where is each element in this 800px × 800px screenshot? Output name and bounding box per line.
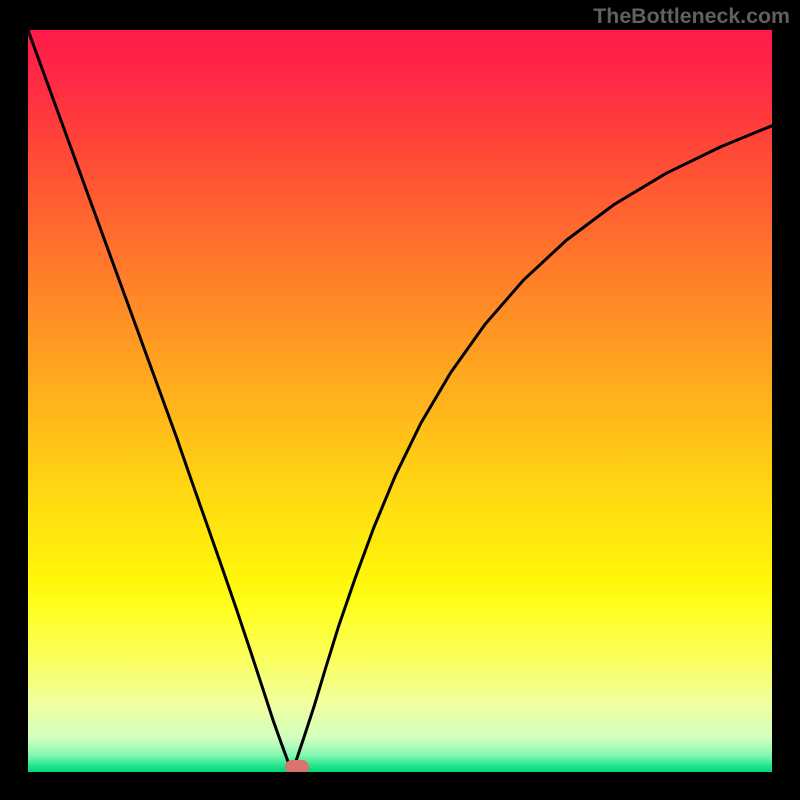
bottleneck-curve bbox=[28, 30, 772, 772]
watermark-text: TheBottleneck.com bbox=[593, 4, 790, 29]
minimum-marker bbox=[285, 760, 309, 772]
plot-area bbox=[28, 30, 772, 772]
chart-container: TheBottleneck.com bbox=[0, 0, 800, 800]
